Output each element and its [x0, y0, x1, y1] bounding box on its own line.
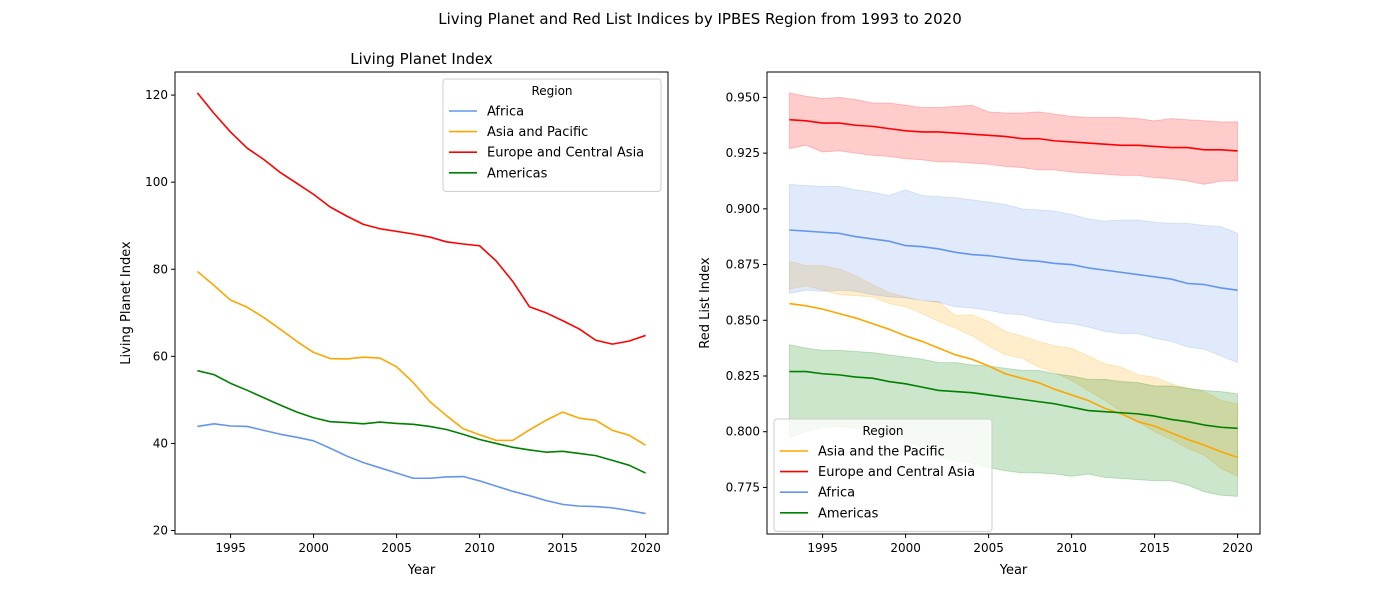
living-planet-legend: Region Africa Asia and Pacific Europe and C… [442, 78, 662, 192]
legend-entry-label: Asia and the Pacific [818, 445, 945, 460]
series-line-europe-and-central-asia [196, 92, 646, 345]
legend-entry-label: Asia and Pacific [487, 125, 588, 140]
y-tick-label: 0.925 [726, 146, 760, 160]
x-tick-label: 2020 [1222, 541, 1253, 555]
legend-box [442, 78, 662, 192]
legend-title: Region [531, 84, 572, 98]
y-tick-label: 0.900 [726, 202, 760, 216]
red-list-axes: 1995 2000 2005 2010 2015 2020 0.775 0.800 0.825… [698, 71, 1261, 578]
red-list-frame [766, 71, 1261, 535]
series-line-africa [789, 229, 1238, 291]
x-tick-label: 2000 [298, 541, 329, 555]
red-list-y-ticks: 0.775 0.800 0.825 0.850 0.875 0.900 0.925 0.950 [726, 90, 767, 494]
living-planet-x-label: Year [407, 563, 436, 578]
legend-box [773, 418, 993, 532]
y-tick-label: 60 [153, 349, 168, 363]
y-tick-label: 20 [153, 524, 168, 538]
band-africa [788, 183, 1239, 364]
red-list-x-ticks: 1995 2000 2005 2010 2015 2020 [807, 534, 1253, 555]
y-tick-label: 100 [145, 175, 168, 189]
y-tick-label: 80 [153, 262, 168, 276]
red-list-legend: Region Asia and the Pacific Europe and Cen… [773, 418, 993, 532]
series-line-europe-and-central-asia [789, 118, 1238, 152]
x-tick-label: 2010 [1056, 541, 1087, 555]
y-tick-label: 0.800 [726, 425, 760, 439]
red-list-series [789, 118, 1238, 459]
y-tick-label: 0.775 [726, 480, 760, 494]
legend-entry-label: Europe and Central Asia [487, 146, 644, 161]
series-line-asia-and-the-pacific [789, 302, 1238, 459]
x-tick-label: 2000 [890, 541, 921, 555]
y-tick-label: 40 [153, 436, 168, 450]
x-tick-label: 2015 [1139, 541, 1170, 555]
y-tick-label: 0.825 [726, 369, 760, 383]
figure-suptitle: Living Planet and Red List Indices by IP… [438, 10, 962, 28]
living-planet-axes: Living Planet Index 1995 2000 2005 2010 2015… [119, 50, 669, 578]
band-asia-and-the-pacific [788, 260, 1239, 478]
y-tick-label: 0.850 [726, 313, 760, 327]
series-line-asia-and-pacific [196, 270, 647, 446]
series-line-americas [789, 370, 1238, 430]
series-line-africa [197, 423, 646, 515]
living-planet-frame [174, 71, 669, 535]
x-tick-label: 2020 [630, 541, 661, 555]
red-list-y-label: Red List Index [698, 257, 713, 349]
living-planet-title: Living Planet Index [350, 50, 493, 68]
band-europe-and-central-asia [788, 92, 1239, 185]
x-tick-label: 1995 [215, 541, 246, 555]
legend-entry-label: Americas [818, 506, 879, 521]
x-tick-label: 2015 [547, 541, 578, 555]
series-line-americas [197, 369, 646, 474]
x-tick-label: 2005 [381, 541, 412, 555]
red-list-x-label: Year [999, 563, 1028, 578]
living-planet-y-ticks: 20 40 60 80 100 120 [145, 88, 175, 538]
legend-title: Region [862, 424, 903, 438]
y-tick-label: 0.875 [726, 258, 760, 272]
living-planet-series [196, 92, 647, 515]
x-tick-label: 1995 [807, 541, 838, 555]
legend-entry-label: Africa [818, 486, 855, 501]
legend-entry-label: Europe and Central Asia [818, 465, 975, 480]
living-planet-x-ticks: 1995 2000 2005 2010 2015 2020 [215, 534, 661, 555]
x-tick-label: 2010 [464, 541, 495, 555]
y-tick-label: 0.950 [726, 90, 760, 104]
legend-entry-label: Americas [487, 166, 548, 181]
x-tick-label: 2005 [973, 541, 1004, 555]
legend-entry-label: Africa [487, 105, 524, 120]
y-tick-label: 120 [145, 88, 168, 102]
living-planet-y-label: Living Planet Index [119, 241, 134, 365]
